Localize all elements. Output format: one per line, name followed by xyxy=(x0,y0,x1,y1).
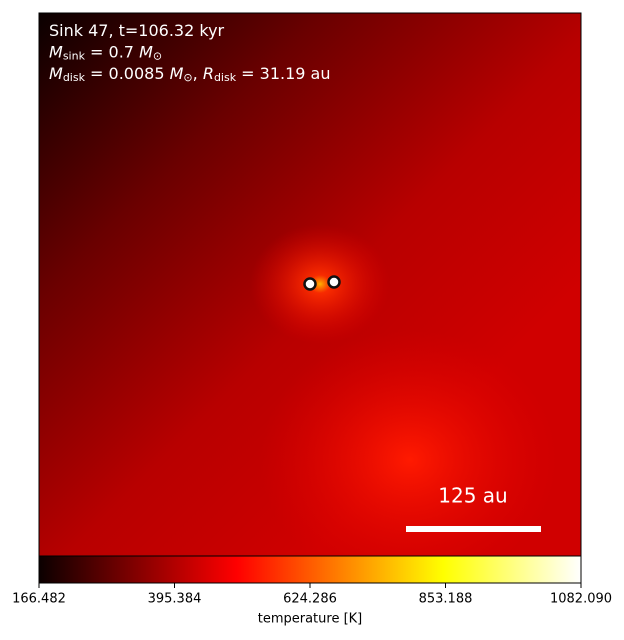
annotation-text: Sink 47, t=106.32 kyr xyxy=(49,21,225,40)
annotation-text: disk xyxy=(63,71,86,84)
annotation-text: M xyxy=(49,42,63,61)
x-tick-label: 853.188 xyxy=(419,592,473,607)
annotation-text: M xyxy=(49,64,63,83)
annotation-text: = 31.19 au xyxy=(236,64,330,83)
annotation-text: M xyxy=(139,42,153,61)
x-tick-label: 624.286 xyxy=(283,592,337,607)
annotation-text: ⊙ xyxy=(183,71,192,84)
annotation-line: Sink 47, t=106.32 kyr xyxy=(49,21,225,40)
annotation-text: , xyxy=(193,64,203,83)
colorbar xyxy=(38,555,582,584)
colorbar-label: temperature [K] xyxy=(258,612,363,627)
annotation-text: ⊙ xyxy=(153,50,162,63)
x-tick-label: 395.384 xyxy=(148,592,202,607)
annotation-text: = 0.7 xyxy=(85,42,139,61)
annotation-text: R xyxy=(203,64,214,83)
heatmap-image xyxy=(39,13,581,556)
annotation-line: Msink = 0.7 M⊙ xyxy=(49,42,162,63)
annotation-text: M xyxy=(170,64,184,83)
sink-marker xyxy=(327,275,341,289)
x-tick-label: 166.482 xyxy=(12,592,66,607)
annotation-text: disk xyxy=(214,71,237,84)
annotation-text: sink xyxy=(63,50,86,63)
x-tick-label: 1082.090 xyxy=(550,592,612,607)
sink-marker xyxy=(303,277,317,291)
scale-bar xyxy=(406,526,541,532)
scale-bar-label: 125 au xyxy=(438,484,507,508)
annotation-line: Mdisk = 0.0085 M⊙, Rdisk = 31.19 au xyxy=(49,64,331,85)
annotation-text: = 0.0085 xyxy=(85,64,170,83)
